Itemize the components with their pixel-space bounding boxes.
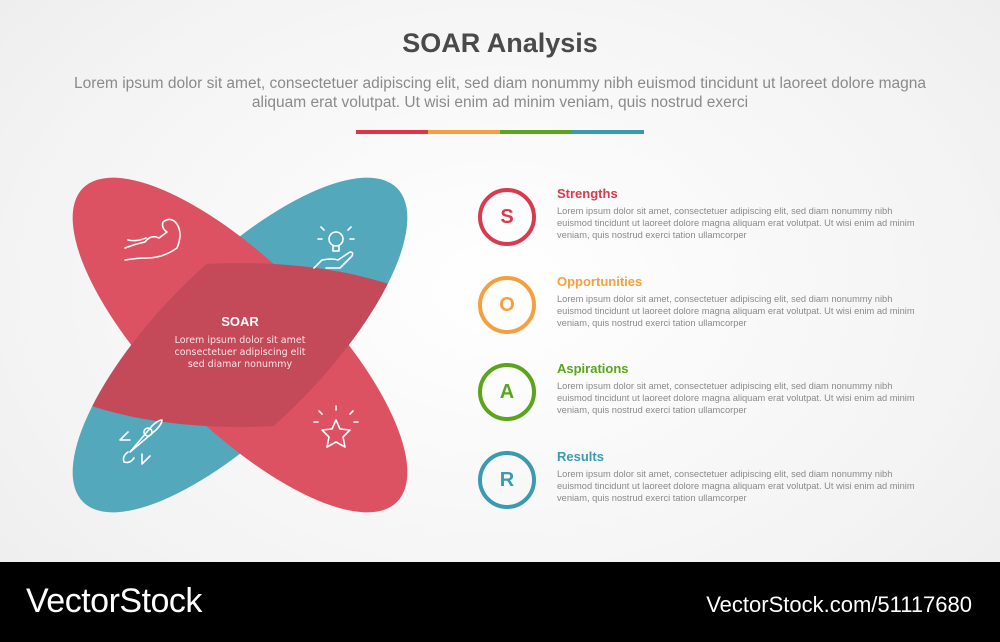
page-subtitle: Lorem ipsum dolor sit amet, consectetuer… [73,75,927,111]
star-icon [313,405,359,448]
letter-badge: O [478,276,536,334]
vectorstock-logo: VectorStock [26,582,202,620]
item-text: Lorem ipsum dolor sit amet, consectetuer… [557,206,915,240]
list-item-results: R Results Lorem ipsum dolor sit amet, co… [478,449,928,511]
letter-badge: R [478,451,536,509]
divider-blue [572,130,644,134]
center-title: SOAR [221,314,259,329]
petal-overlap [72,263,408,428]
divider-red [356,130,428,134]
rocket-icon [119,419,163,465]
letter-badge: S [478,188,536,246]
center-text-line: Lorem ipsum dolor sit amet [175,335,306,346]
item-title: Results [557,449,604,464]
watermark-footer: VectorStock VectorStock.com/51117680 [0,562,1000,642]
lightbulb-hand-icon [313,226,355,269]
item-title: Strengths [557,186,618,201]
divider-green [500,130,572,134]
item-text: Lorem ipsum dolor sit amet, consectetuer… [557,294,915,328]
list-item-aspirations: A Aspirations Lorem ipsum dolor sit amet… [478,361,928,423]
item-text: Lorem ipsum dolor sit amet, consectetuer… [557,381,915,415]
center-text-line: consectetuer adipiscing elit [174,347,305,358]
item-title: Aspirations [557,361,629,376]
flexed-arm-icon [124,218,181,261]
item-title: Opportunities [557,274,643,289]
list-item-strengths: S Strengths Lorem ipsum dolor sit amet, … [478,186,928,248]
item-text: Lorem ipsum dolor sit amet, consectetuer… [557,469,915,503]
image-url: VectorStock.com/51117680 [706,592,972,617]
center-text-line: sed diamar nonummy [188,359,293,370]
page-title: SOAR Analysis [402,28,598,58]
soar-petal-diagram: SOAR Lorem ipsum dolor sit amet consecte… [72,177,408,513]
list-item-opportunities: O Opportunities Lorem ipsum dolor sit am… [478,274,928,336]
letter-badge: A [478,363,536,421]
divider-orange [428,130,500,134]
